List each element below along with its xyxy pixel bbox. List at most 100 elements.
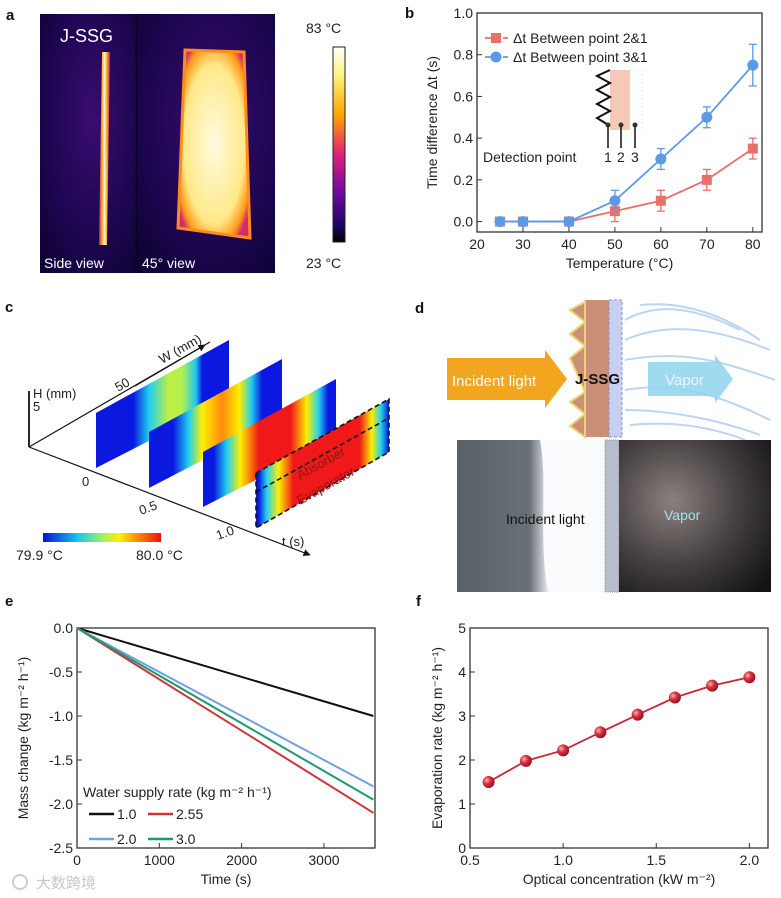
- incident-light-label: Incident light: [452, 373, 537, 390]
- side-view-image: [40, 14, 136, 273]
- t-axis: [28, 446, 311, 557]
- panel-label-b: b: [405, 5, 414, 22]
- inset-label: Detection point: [483, 149, 577, 165]
- y-tick-label: 0.6: [454, 88, 474, 104]
- watermark: 大数跨境: [36, 874, 96, 892]
- chart-b: 20 30 40 50 60 70 80 0.0 0.2 0.4 0.6 0.8 1.0 Temperat…: [424, 5, 763, 271]
- legend-label: 2.0: [117, 831, 137, 847]
- legend-title: Water supply rate (kg m⁻² h⁻¹): [83, 784, 272, 800]
- y-tick-label: 0.8: [454, 47, 474, 63]
- plot-frame: [469, 627, 769, 849]
- y-tick-label: -1.0: [49, 708, 73, 724]
- side-view-label: Side view: [44, 255, 105, 271]
- x-axis-label: Time (s): [201, 871, 252, 887]
- absorber-evaporator-boundary: [255, 417, 390, 493]
- data-point: [655, 153, 667, 165]
- data-point: [706, 679, 719, 692]
- angle-view-label: 45° view: [142, 255, 196, 271]
- t-tick-1: 1.0: [214, 523, 236, 543]
- panel-c-3d-temperature-slices: Absorber Evaporator H (mm) 5 50 W (mm) 0…: [16, 331, 390, 563]
- legend-marker: [490, 51, 502, 63]
- plot-frame: [476, 12, 763, 233]
- detection-point-inset: Detection point 1 2 3: [483, 69, 643, 165]
- panel-label-f: f: [416, 593, 422, 610]
- x-tick-label: 70: [699, 236, 715, 252]
- panel-label-d: d: [415, 300, 424, 317]
- data-point: [594, 726, 607, 739]
- y-tick-label: 0.0: [454, 214, 474, 230]
- data-point: [631, 708, 644, 721]
- y-tick-label: 1.0: [454, 5, 474, 21]
- y-axis-label: Evaporation rate (kg m⁻² h⁻¹): [429, 647, 445, 829]
- legend-label: Δt Between point 2&1: [513, 30, 648, 46]
- legend-label: 2.55: [176, 806, 203, 822]
- y-tick-label: -1.5: [49, 752, 73, 768]
- side-view-hot-stripe: [99, 52, 110, 245]
- data-point: [743, 671, 756, 684]
- plot-frame: [76, 627, 376, 849]
- data-point: [609, 195, 621, 207]
- photo-incident-label: Incident light: [506, 511, 585, 527]
- series-line: [76, 627, 374, 814]
- y-tick-label: -0.5: [49, 664, 73, 680]
- w-axis-tick: 50: [112, 374, 132, 394]
- legend-label: 3.0: [176, 831, 196, 847]
- slice-t0: [96, 340, 229, 468]
- data-point: [482, 776, 495, 788]
- y-tick-label: 1: [458, 796, 466, 812]
- panel-d-schematic: Incident light J-SSG Vapor Incident ligh…: [447, 299, 776, 593]
- x-tick-label: 50: [607, 236, 623, 252]
- vapor-label: Vapor: [665, 372, 704, 389]
- legend-label: 1.0: [117, 806, 137, 822]
- series-line: [76, 627, 374, 788]
- x-tick-label: 40: [561, 236, 577, 252]
- slice-final: [255, 397, 390, 530]
- x-tick-label: 1000: [144, 852, 175, 868]
- thermal-colorbar: [332, 46, 346, 243]
- vapor-arrow: [648, 355, 733, 403]
- y-tick-label: 0.0: [54, 620, 74, 636]
- jssg-absorber-ridges: [568, 300, 587, 439]
- panel-a-thermal-image: J-SSG Side view 45° view 83 °C 23 °C: [40, 14, 346, 273]
- x-tick-label: 30: [515, 236, 531, 252]
- sample-label: J-SSG: [60, 26, 113, 46]
- t-axis-label: t (s): [282, 534, 304, 549]
- jssg-label: J-SSG: [575, 371, 620, 388]
- inset-point-1: 1: [604, 149, 612, 165]
- c-colorbar-min: 79.9 °C: [16, 547, 63, 563]
- chart-f: 0.5 1.0 1.5 2.0 0 1 2 3 4 5 Optical concentration …: [429, 620, 769, 887]
- photo-incident-region: [457, 440, 548, 592]
- data-point: [668, 691, 681, 704]
- inset-point-3: 3: [631, 149, 639, 165]
- legend-marker: [491, 33, 501, 43]
- x-tick-label: 80: [745, 236, 761, 252]
- data-point: [563, 216, 575, 228]
- colorbar-min-label: 23 °C: [306, 255, 341, 271]
- slice-t1: [203, 379, 336, 507]
- x-tick-label: 2.0: [740, 852, 760, 868]
- y-tick-label: 0: [458, 840, 466, 856]
- incident-light-arrow: [447, 350, 567, 408]
- series-line: [76, 627, 374, 801]
- x-tick-label: 3000: [308, 852, 339, 868]
- inset-point-2: 2: [617, 149, 625, 165]
- x-axis-label: Temperature (°C): [566, 255, 674, 271]
- photo-vapor-label: Vapor: [664, 507, 701, 523]
- data-point: [494, 216, 506, 228]
- slice-t05: [149, 359, 282, 488]
- series-line: [76, 627, 374, 717]
- panel-label-c: c: [5, 299, 13, 316]
- chart-e: 0 1000 2000 3000 0.0 -0.5 -1.0 -1.5 -2.0 -2.5 Time…: [15, 620, 376, 887]
- jssg-body: [585, 300, 609, 437]
- angle-view-hot-region: [176, 48, 252, 240]
- c-colorbar-max: 80.0 °C: [136, 547, 183, 563]
- x-tick-label: 1.5: [647, 852, 667, 868]
- jet-colorbar: [43, 533, 161, 542]
- h-axis-label: H (mm): [33, 386, 76, 401]
- legend-label: Δt Between point 3&1: [513, 49, 648, 65]
- jssg-porous-layer: [608, 299, 623, 438]
- x-tick-label: 2000: [226, 852, 257, 868]
- data-point: [557, 744, 570, 757]
- y-tick-label: 5: [458, 620, 466, 636]
